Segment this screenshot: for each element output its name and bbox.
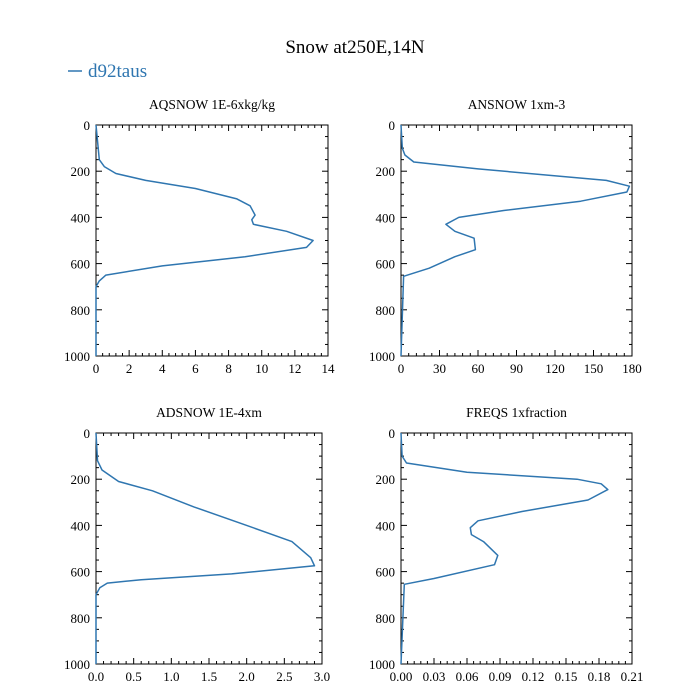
x-tick-label: 30 xyxy=(433,361,446,376)
y-tick-label: 400 xyxy=(71,518,91,533)
y-tick-label: 800 xyxy=(376,303,396,318)
panel-2: ANSNOW 1xm-3 0 30 60 90 120 150 180 0 200 400 600 80… xyxy=(369,97,642,376)
series-line-d92taus xyxy=(95,432,316,664)
x-tick-label: 0 xyxy=(398,361,405,376)
x-tick-label: 2.5 xyxy=(276,669,292,684)
panels: AQSNOW 1E-6xkg/kg0 2 4 6 8 10 12 14020040060080… xyxy=(64,97,643,684)
x-tick-label: 8 xyxy=(225,361,232,376)
x-tick-label: 120 xyxy=(545,361,565,376)
panel-title: ADSNOW 1E-4xm xyxy=(156,405,262,420)
x-tick-label: 0.12 xyxy=(522,669,545,684)
x-tick-label: 3.0 xyxy=(314,669,330,684)
series-line-d92taus xyxy=(400,124,631,357)
x-tick-label: 12 xyxy=(288,361,301,376)
series-line-d92taus xyxy=(95,124,314,356)
panel-title: AQSNOW 1E-6xkg/kg xyxy=(149,97,275,112)
y-tick-label: 0 xyxy=(389,118,396,133)
y-tick-label: 600 xyxy=(376,565,396,580)
y-tick-label: 1000 xyxy=(369,349,395,364)
panel-4: FREQS 1xfraction 0.00 0.03 0.06 0.09 0.12 0.15… xyxy=(369,405,643,684)
plot-frame xyxy=(400,124,633,357)
x-tick-label: 14 xyxy=(322,361,336,376)
y-tick-label: 200 xyxy=(71,472,91,487)
series-line-d92taus xyxy=(400,432,609,665)
y-tick-label: 400 xyxy=(71,210,91,225)
panel-title: FREQS 1xfraction xyxy=(466,405,567,420)
x-tick-label: 60 xyxy=(472,361,485,376)
panel-1: AQSNOW 1E-6xkg/kg 0 2 4 6 8 10 12 14 0 200 400 600 80… xyxy=(64,97,335,376)
y-tick-label: 200 xyxy=(71,164,91,179)
x-tick-label: 10 xyxy=(255,361,268,376)
y-tick-label: 400 xyxy=(376,518,396,533)
y-tick-label: 0 xyxy=(84,426,91,441)
y-tick-label: 1000 xyxy=(64,657,90,672)
legend: d92taus xyxy=(68,61,147,82)
x-tick-label: 0.06 xyxy=(456,669,479,684)
x-tick-label: 0.5 xyxy=(126,669,142,684)
x-tick-label: 0 xyxy=(93,361,100,376)
x-tick-label: 0.03 xyxy=(423,669,446,684)
y-tick-label: 800 xyxy=(71,611,91,626)
x-tick-label: 180 xyxy=(622,361,642,376)
y-tick-label: 600 xyxy=(71,565,91,580)
y-tick-label: 1000 xyxy=(369,657,395,672)
figure-title: Snow at250E,14N xyxy=(285,37,425,58)
x-tick-label: 0.00 xyxy=(390,669,413,684)
y-tick-label: 600 xyxy=(71,257,91,272)
y-tick-label: 600 xyxy=(376,257,396,272)
plot-frame xyxy=(95,124,329,357)
y-tick-label: 200 xyxy=(376,164,396,179)
x-tick-label: 90 xyxy=(510,361,523,376)
y-tick-label: 800 xyxy=(376,611,396,626)
x-tick-label: 1.0 xyxy=(163,669,179,684)
x-tick-label: 0.21 xyxy=(621,669,644,684)
y-tick-label: 1000 xyxy=(64,349,90,364)
y-tick-label: 0 xyxy=(389,426,396,441)
y-tick-label: 200 xyxy=(376,472,396,487)
x-tick-label: 0.18 xyxy=(588,669,611,684)
legend-label: d92taus xyxy=(88,61,147,82)
x-tick-label: 6 xyxy=(192,361,199,376)
x-tick-label: 0.09 xyxy=(489,669,512,684)
x-tick-label: 0.15 xyxy=(555,669,578,684)
x-tick-label: 150 xyxy=(584,361,604,376)
x-tick-label: 0.0 xyxy=(88,669,104,684)
x-tick-label: 1.5 xyxy=(201,669,217,684)
x-tick-label: 4 xyxy=(159,361,166,376)
y-tick-label: 0 xyxy=(84,118,91,133)
panel-3: ADSNOW 1E-4xm 0.0 0.5 1.0 1.5 2.0 2.5 3.0 0 200 40… xyxy=(64,405,330,684)
panel-title: ANSNOW 1xm-3 xyxy=(468,97,566,112)
plot-frame xyxy=(95,432,323,665)
y-tick-label: 400 xyxy=(376,210,396,225)
y-tick-label: 800 xyxy=(71,303,91,318)
x-tick-label: 2 xyxy=(126,361,133,376)
x-tick-label: 2.0 xyxy=(239,669,255,684)
